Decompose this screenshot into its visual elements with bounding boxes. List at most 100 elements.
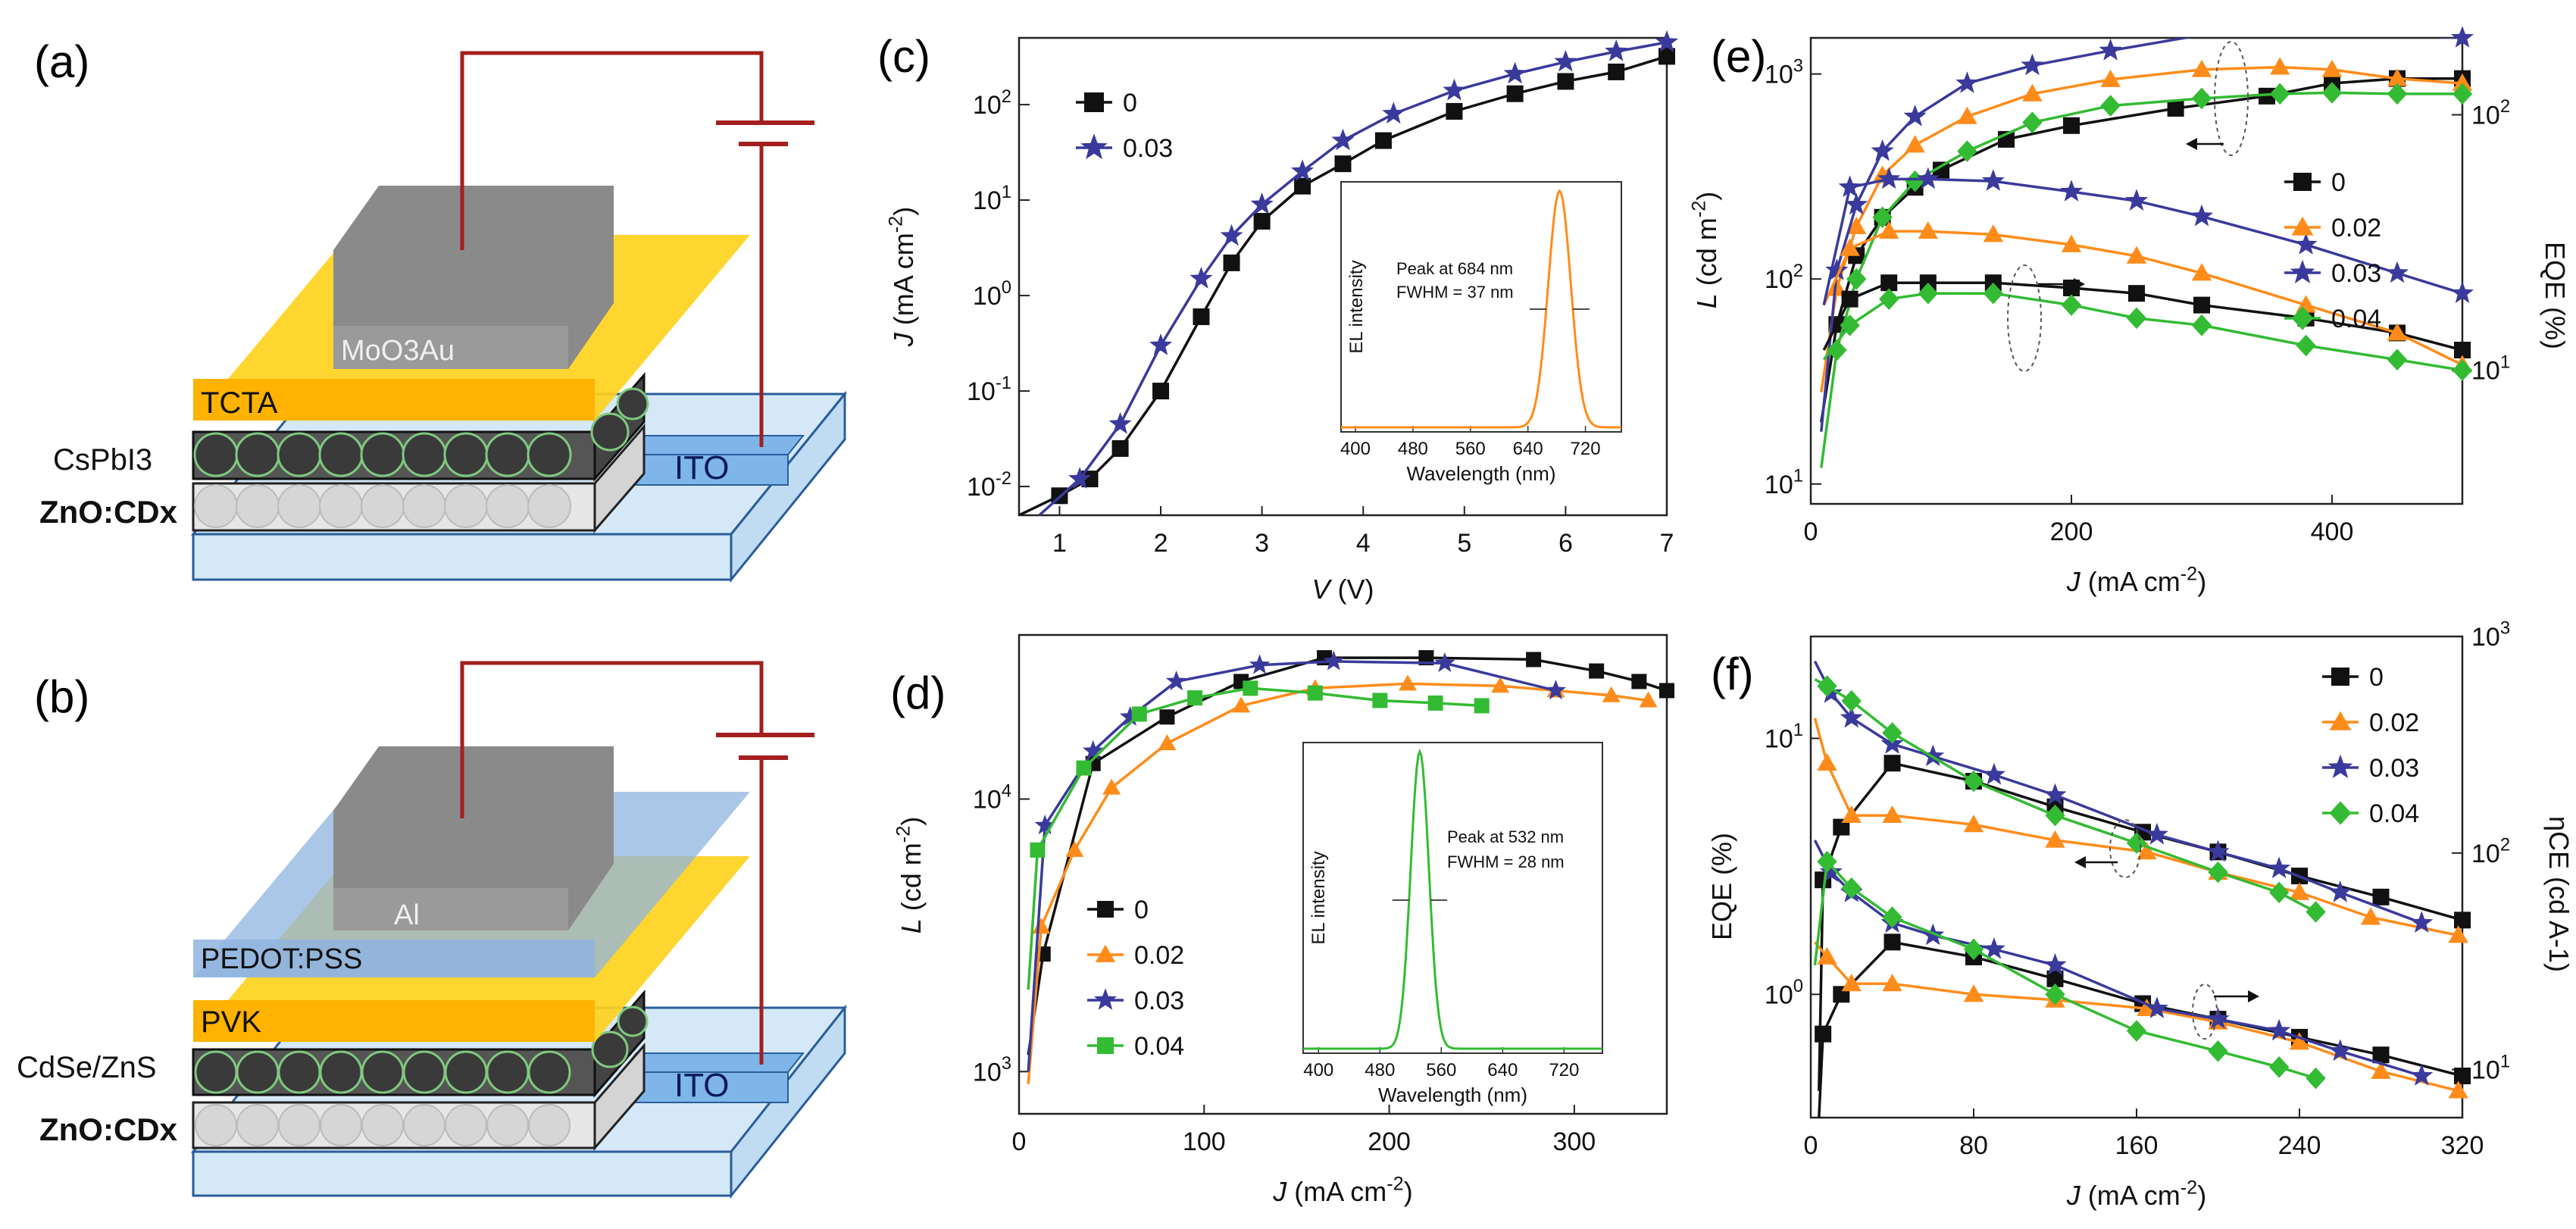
marker-0.02 (2448, 925, 2468, 943)
marker-0 (1446, 102, 1463, 120)
marker-0.03 (2410, 911, 2434, 933)
series-line-0.04 (1814, 678, 2317, 914)
marker-0.03 (2021, 53, 2044, 76)
marker-0.04 (2191, 314, 2212, 336)
marker-0.03 (1220, 224, 1243, 246)
marker-0.03 (2328, 1039, 2352, 1062)
x-tick-label: 0 (1804, 518, 1818, 546)
marker-0.03 (1165, 671, 1187, 691)
marker-0.04 (1983, 282, 2003, 305)
y-tick-label: 102 (1765, 261, 1803, 294)
legend-marker-0.03 (2327, 754, 2353, 778)
y2-tick-label: 102 (2471, 834, 2510, 868)
marker-0 (1418, 650, 1434, 666)
emitter-label: CsPbI3 (53, 443, 152, 477)
marker-0 (1841, 290, 1859, 308)
marker-0.02 (1840, 238, 1860, 256)
marker-0.03 (2294, 233, 2318, 255)
marker-0.03 (1819, 860, 1843, 882)
legend-label-0.03: 0.03 (2331, 259, 2381, 288)
marker-0.02 (2137, 842, 2157, 860)
inset-x-tick-label: 640 (1487, 1060, 1518, 1080)
marker-0 (2128, 285, 2145, 302)
marker-0.04 (2126, 1020, 2147, 1042)
annotation-arrowhead (2248, 990, 2259, 1002)
marker-0.03 (1323, 650, 1344, 671)
marker-0.02 (1963, 815, 1984, 833)
marker-0 (1374, 132, 1392, 149)
marker-0.04 (2061, 294, 2082, 316)
marker-0 (1833, 818, 1850, 836)
annotation-arrowhead (2074, 278, 2085, 290)
marker-0.02 (1817, 946, 1837, 965)
panel-b-schematic: (b) ITO PVK PEDOT:PSS Al (17, 661, 848, 1199)
legend-label-0.04: 0.04 (2369, 799, 2419, 828)
marker-0.04 (2191, 87, 2212, 110)
y2-tick-label: 101 (2471, 352, 2510, 385)
marker-0 (1884, 933, 1901, 951)
inset-annotation: FWHM = 28 nm (1447, 852, 1565, 871)
ito-label: ITO (674, 1067, 730, 1104)
htl-label: TCTA (201, 386, 278, 420)
inset-el-spectrum (1341, 189, 1621, 429)
marker-0.04 (2306, 901, 2326, 923)
marker-0.04 (1846, 267, 1867, 290)
y-tick-label: 102 (973, 86, 1011, 120)
marker-0.04 (1307, 685, 1323, 701)
legend-marker-0.02 (2329, 711, 2352, 730)
marker-0.02 (1983, 224, 2003, 242)
marker-0 (1526, 652, 1542, 668)
marker-0.03 (1190, 267, 1213, 289)
legend-marker-0.04 (2329, 801, 2352, 825)
marker-0.04 (1076, 760, 1092, 776)
legend-label-0.03: 0.03 (2369, 754, 2419, 783)
inset-x-tick-label: 640 (1513, 439, 1543, 459)
marker-0 (1884, 755, 1901, 772)
marker-0 (1081, 471, 1099, 488)
marker-0.03 (1083, 740, 1104, 760)
y-tick-label: 104 (973, 780, 1011, 814)
marker-0.04 (2270, 83, 2290, 105)
marker-0 (1159, 709, 1175, 725)
marker-0.03 (1119, 705, 1141, 726)
y-tick-label: 10-2 (967, 468, 1011, 502)
marker-0.04 (2208, 1040, 2228, 1062)
marker-0.02 (2191, 59, 2212, 77)
inset-annotation: FWHM = 37 nm (1396, 283, 1514, 302)
marker-0.02 (1905, 135, 1925, 153)
marker-0.04 (2306, 1067, 2326, 1090)
marker-0.04 (2268, 881, 2290, 904)
marker-0.03 (1655, 30, 1679, 52)
y2-tick-label: 101 (2471, 1051, 2510, 1084)
annotation-ellipse (2192, 984, 2218, 1040)
panel-b-label: (b) (34, 671, 89, 722)
y-tick-label: 103 (973, 1053, 1011, 1087)
marker-0.04 (1963, 770, 1984, 793)
series-line-0.04 (1813, 858, 2317, 1080)
etl-label: ZnO:CDx (39, 494, 178, 530)
y-tick-label: 101 (1765, 465, 1803, 499)
marker-0.03 (2043, 953, 2067, 975)
marker-0.02 (2289, 882, 2310, 900)
legend-marker-0 (1097, 901, 1114, 918)
marker-0.04 (1841, 690, 1862, 712)
wire-top (460, 661, 764, 818)
marker-0.04 (1474, 698, 1490, 714)
marker-0.02 (1841, 974, 1862, 992)
marker-0.02 (1846, 216, 1867, 235)
x-tick-label: 200 (1368, 1127, 1411, 1156)
marker-0.03 (1149, 333, 1173, 355)
marker-0.03 (1545, 680, 1567, 700)
marker-0.04 (1882, 906, 1902, 928)
x-axis-title: J (mA cm-2) (1272, 1174, 1412, 1207)
marker-0.04 (2387, 349, 2408, 371)
plot-frame (1809, 635, 2464, 1119)
marker-0 (1111, 439, 1129, 457)
annotation-ellipse (2007, 264, 2042, 372)
legend-label-0.04: 0.04 (1134, 1032, 1184, 1061)
y-axis-title: J (mA cm-2) (886, 207, 919, 347)
marker-0.02 (2452, 73, 2473, 91)
panel-f-label: (f) (1711, 649, 1754, 699)
marker-0.03 (1838, 175, 1862, 198)
marker-0.02 (1639, 691, 1658, 708)
